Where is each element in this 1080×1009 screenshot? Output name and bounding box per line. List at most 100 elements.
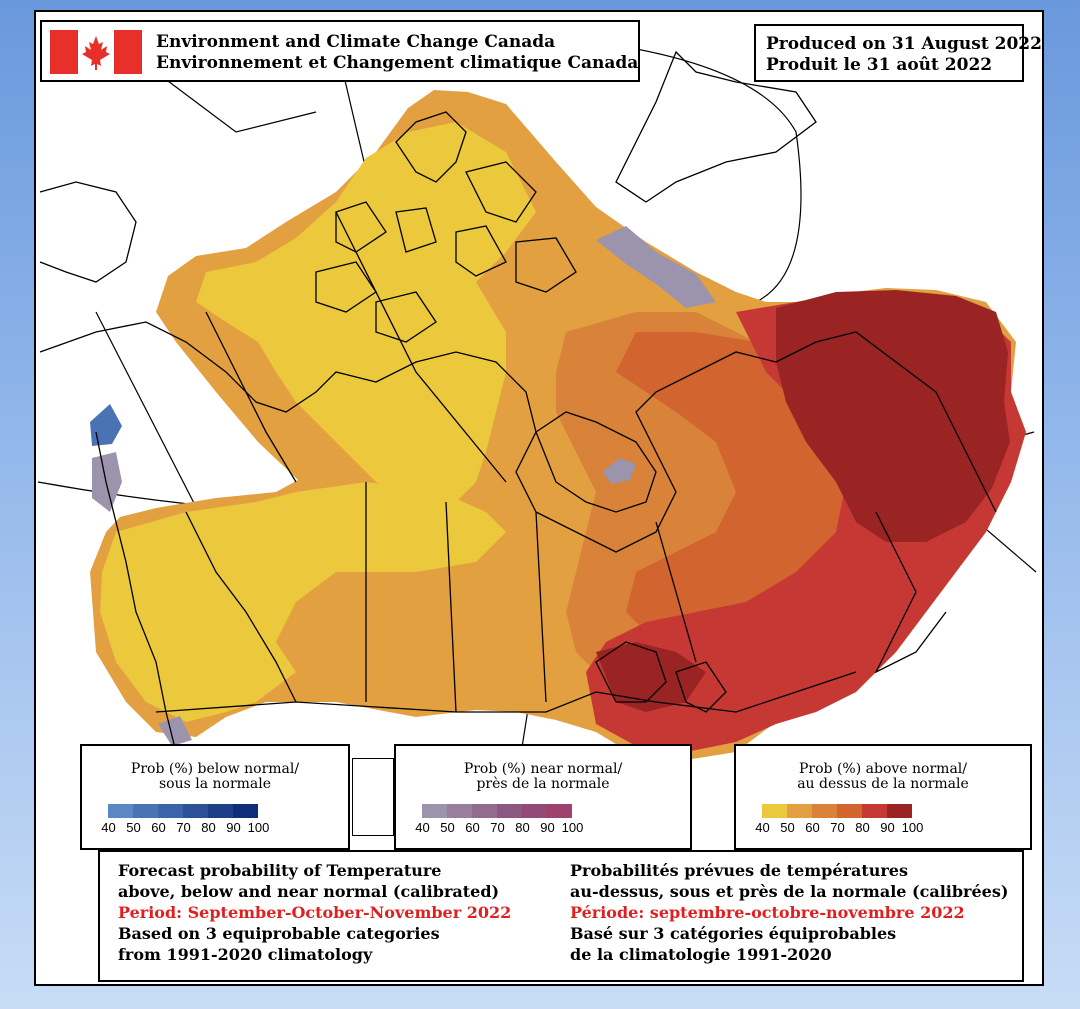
tick-label: 80: [201, 820, 216, 835]
tick-label: 90: [880, 820, 895, 835]
info-line: from 1991-2020 climatology: [118, 945, 373, 964]
great-lakes: [595, 641, 727, 713]
legend-title-line2: sous la normale: [158, 776, 272, 792]
produced-date-english: Produced on 31 August 2022: [766, 34, 1042, 54]
region-above-40-patch: [416, 332, 486, 402]
color-scale: [108, 804, 258, 818]
swatch-40: [762, 804, 787, 818]
legend-title-line1: Prob (%) near normal/: [463, 761, 623, 777]
tick-label: 50: [126, 820, 141, 835]
info-line: au-dessus, sous et près de la normale (c…: [570, 882, 1009, 901]
swatch-70: [183, 804, 208, 818]
tick-label: 80: [855, 820, 870, 835]
tick-label: 70: [176, 820, 191, 835]
inset-box: [352, 758, 394, 836]
legend-title-line2: au dessus de la normale: [797, 776, 969, 792]
alaska-coast: [39, 181, 137, 283]
region-near-normal-bc: [92, 452, 122, 512]
territory-border-yt-nt: [205, 311, 297, 483]
produced-date-french: Produit le 31 août 2022: [766, 55, 993, 75]
legend-below-normal: Prob (%) below normal/ sous la normale 4…: [80, 744, 350, 850]
tick-label: 100: [901, 820, 924, 835]
swatch-70: [837, 804, 862, 818]
greenland-coast: [615, 50, 817, 203]
color-scale: [422, 804, 572, 818]
agency-header: Environment and Climate Change Canada En…: [40, 20, 640, 82]
swatch-50: [133, 804, 158, 818]
tick-label: 40: [415, 820, 430, 835]
swatch-90: [547, 804, 572, 818]
swatch-80: [862, 804, 887, 818]
legend-title-line1: Prob (%) below normal/: [130, 761, 300, 777]
region-below-normal-coast: [90, 404, 122, 446]
forecast-period-french: Période: septembre-octobre-novembre 2022: [570, 903, 965, 922]
forecast-period-english: Period: September-October-November 2022: [118, 903, 512, 922]
swatch-70: [497, 804, 522, 818]
tick-label: 50: [780, 820, 795, 835]
info-line: Forecast probability of Temperature: [118, 861, 442, 880]
swatch-90: [233, 804, 258, 818]
canadian-flag-icon: [50, 30, 142, 74]
swatch-90: [887, 804, 912, 818]
swatch-80: [522, 804, 547, 818]
tick-label: 60: [465, 820, 480, 835]
region-above-90: [776, 290, 1010, 542]
region-above-40-north: [196, 122, 536, 502]
swatch-50: [787, 804, 812, 818]
scale-labels: 40 50 60 70 80 90 100: [750, 820, 925, 835]
us-border: [155, 671, 857, 713]
tick-label: 50: [440, 820, 455, 835]
scale-labels: 40 50 60 70 80 90 100: [410, 820, 585, 835]
tick-label: 80: [515, 820, 530, 835]
swatch-40: [108, 804, 133, 818]
tick-label: 100: [561, 820, 584, 835]
info-line: Basé sur 3 catégories équiprobables: [570, 924, 897, 943]
tick-label: 40: [755, 820, 770, 835]
tick-label: 70: [490, 820, 505, 835]
info-line: de la climatologie 1991-2020: [570, 945, 832, 964]
map-frame: Environment and Climate Change Canada En…: [34, 10, 1044, 986]
forecast-shading: [90, 90, 1026, 760]
province-border-mb-on: [535, 511, 547, 703]
legend-title-line1: Prob (%) above normal/: [799, 761, 967, 777]
tick-label: 60: [151, 820, 166, 835]
forecast-info-box: Forecast probability of Temperature abov…: [98, 850, 1024, 982]
color-scale: [762, 804, 912, 818]
agency-name-english: Environment and Climate Change Canada: [156, 32, 556, 52]
region-above-90-south: [596, 642, 706, 712]
legend-above-normal: Prob (%) above normal/ au dessus de la n…: [734, 744, 1032, 850]
swatch-60: [472, 804, 497, 818]
region-near-normal-east: [596, 226, 716, 308]
swatch-60: [812, 804, 837, 818]
tick-label: 90: [226, 820, 241, 835]
swatch-60: [158, 804, 183, 818]
info-english: Forecast probability of Temperature abov…: [118, 860, 511, 965]
temperature-probability-map: [37, 30, 1037, 913]
arctic-islands-coast: [315, 111, 577, 343]
legend-near-normal: Prob (%) near normal/ près de la normale…: [394, 744, 692, 850]
info-french: Probabilités prévues de températures au-…: [570, 860, 1008, 965]
swatch-50: [447, 804, 472, 818]
quebec-labrador-coast: [874, 511, 947, 674]
hudson-bay-coast: [535, 411, 657, 513]
tick-label: 90: [540, 820, 555, 835]
boundaries: [39, 50, 997, 753]
region-near-normal-hudson: [602, 458, 636, 484]
province-border-sk-mb: [445, 501, 457, 713]
agency-name-french: Environnement et Changement climatique C…: [156, 53, 639, 73]
tick-label: 40: [101, 820, 116, 835]
province-border-on-qc: [655, 521, 697, 663]
pacific-coast: [95, 431, 177, 753]
meridian-line-5: [155, 71, 317, 133]
tick-label: 70: [830, 820, 845, 835]
tick-label: 60: [805, 820, 820, 835]
tick-label: 100: [247, 820, 270, 835]
province-border-bc-ab: [185, 511, 297, 703]
swatch-40: [422, 804, 447, 818]
swatch-80: [208, 804, 233, 818]
region-near-normal-southwest: [158, 716, 192, 746]
mainland-coast: [39, 321, 997, 553]
production-date-box: Produced on 31 August 2022 Produit le 31…: [754, 24, 1042, 82]
info-line: above, below and near normal (calibrated…: [118, 882, 500, 901]
info-line: Based on 3 equiprobable categories: [118, 924, 440, 943]
